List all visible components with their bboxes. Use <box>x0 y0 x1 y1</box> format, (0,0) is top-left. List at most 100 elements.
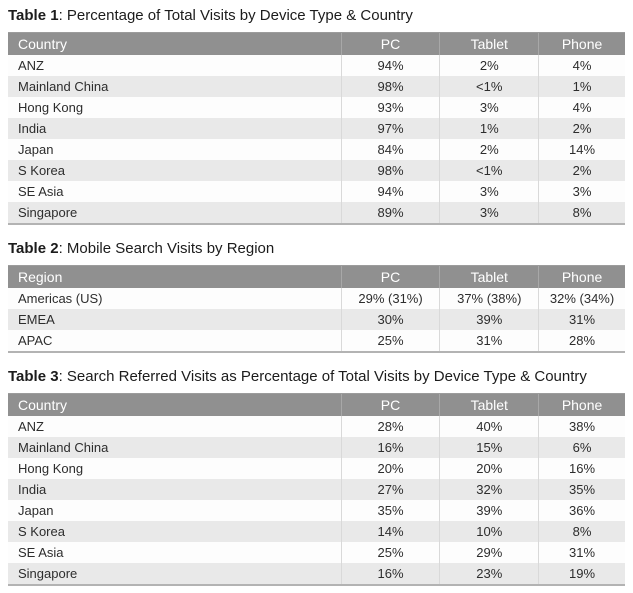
value-cell: 98% <box>340 160 440 181</box>
value-cell: 4% <box>538 97 625 118</box>
value-cell: 14% <box>538 139 625 160</box>
table-row: Hong Kong 93% 3% 4% <box>8 97 625 118</box>
row-label-cell: Mainland China <box>8 76 342 97</box>
table-1-title: Table 1: Percentage of Total Visits by D… <box>8 7 625 25</box>
value-cell: 28% <box>340 416 440 437</box>
table-row: ANZ 94% 2% 4% <box>8 55 625 76</box>
row-label-cell: Hong Kong <box>8 458 342 479</box>
value-cell: 1% <box>439 118 539 139</box>
value-cell: 94% <box>340 55 440 76</box>
value-cell: 31% <box>439 330 539 352</box>
column-header-pc: PC <box>340 393 440 416</box>
table-row: Japan 35% 39% 36% <box>8 500 625 521</box>
value-cell: 8% <box>538 202 625 224</box>
column-header-phone: Phone <box>538 265 625 288</box>
table-row: Japan 84% 2% 14% <box>8 139 625 160</box>
value-cell: 25% <box>340 330 440 352</box>
value-cell: 16% <box>538 458 625 479</box>
value-cell: 3% <box>439 202 539 224</box>
table-2-mobile-search-by-region: Region PC Tablet Phone Americas (US) 29% … <box>8 265 625 353</box>
column-header-region: Region <box>8 265 342 288</box>
row-label-cell: Japan <box>8 500 342 521</box>
table-row: SE Asia 94% 3% 3% <box>8 181 625 202</box>
value-cell: 31% <box>538 542 625 563</box>
table-row: Singapore 16% 23% 19% <box>8 563 625 585</box>
value-cell: 35% <box>340 500 440 521</box>
table-3-label: Table 3 <box>8 368 59 385</box>
table-header-row: Region PC Tablet Phone <box>8 265 625 288</box>
value-cell: 16% <box>340 563 440 585</box>
row-label-cell: Japan <box>8 139 342 160</box>
value-cell: 32% (34%) <box>538 288 625 309</box>
table-row: Americas (US) 29% (31%) 37% (38%) 32% (34%) <box>8 288 625 309</box>
table-row: APAC 25% 31% 28% <box>8 330 625 352</box>
table-3-title: Table 3: Search Referred Visits as Perce… <box>8 368 625 386</box>
row-label-cell: SE Asia <box>8 542 342 563</box>
value-cell: 29% <box>439 542 539 563</box>
column-header-tablet: Tablet <box>439 32 539 55</box>
value-cell: 98% <box>340 76 440 97</box>
value-cell: 6% <box>538 437 625 458</box>
value-cell: 31% <box>538 309 625 330</box>
row-label-cell: EMEA <box>8 309 342 330</box>
row-label-cell: APAC <box>8 330 342 352</box>
row-label-cell: S Korea <box>8 521 342 542</box>
table-header-row: Country PC Tablet Phone <box>8 393 625 416</box>
value-cell: 3% <box>538 181 625 202</box>
row-label-cell: ANZ <box>8 55 342 76</box>
value-cell: 39% <box>439 309 539 330</box>
row-label-cell: SE Asia <box>8 181 342 202</box>
row-label-cell: Singapore <box>8 202 342 224</box>
column-header-country: Country <box>8 393 342 416</box>
column-header-phone: Phone <box>538 393 625 416</box>
value-cell: 37% (38%) <box>439 288 539 309</box>
table-1-label: Table 1 <box>8 7 59 24</box>
value-cell: 2% <box>538 160 625 181</box>
table-row: Hong Kong 20% 20% 16% <box>8 458 625 479</box>
value-cell: 94% <box>340 181 440 202</box>
column-header-phone: Phone <box>538 32 625 55</box>
row-label-cell: Mainland China <box>8 437 342 458</box>
value-cell: 39% <box>439 500 539 521</box>
table-1-caption: : Percentage of Total Visits by Device T… <box>58 7 413 24</box>
table-row: Mainland China 16% 15% 6% <box>8 437 625 458</box>
value-cell: 16% <box>340 437 440 458</box>
row-label-cell: India <box>8 118 342 139</box>
table-1-visits-by-device: Country PC Tablet Phone ANZ 94% 2% 4% Mainla… <box>8 32 625 225</box>
value-cell: 4% <box>538 55 625 76</box>
value-cell: 3% <box>439 97 539 118</box>
value-cell: 25% <box>340 542 440 563</box>
value-cell: <1% <box>439 160 539 181</box>
value-cell: 36% <box>538 500 625 521</box>
table-2-title: Table 2: Mobile Search Visits by Region <box>8 240 625 258</box>
row-label-cell: India <box>8 479 342 500</box>
value-cell: 2% <box>538 118 625 139</box>
table-row: India 27% 32% 35% <box>8 479 625 500</box>
table-row: Mainland China 98% <1% 1% <box>8 76 625 97</box>
value-cell: 38% <box>538 416 625 437</box>
value-cell: 23% <box>439 563 539 585</box>
value-cell: 2% <box>439 139 539 160</box>
table-2-caption: : Mobile Search Visits by Region <box>58 240 275 257</box>
table-row: EMEA 30% 39% 31% <box>8 309 625 330</box>
value-cell: <1% <box>439 76 539 97</box>
value-cell: 32% <box>439 479 539 500</box>
value-cell: 1% <box>538 76 625 97</box>
table-row: Singapore 89% 3% 8% <box>8 202 625 224</box>
value-cell: 84% <box>340 139 440 160</box>
column-header-tablet: Tablet <box>439 393 539 416</box>
value-cell: 8% <box>538 521 625 542</box>
value-cell: 15% <box>439 437 539 458</box>
column-header-pc: PC <box>340 32 440 55</box>
value-cell: 27% <box>340 479 440 500</box>
row-label-cell: Americas (US) <box>8 288 342 309</box>
value-cell: 20% <box>439 458 539 479</box>
value-cell: 29% (31%) <box>340 288 440 309</box>
value-cell: 30% <box>340 309 440 330</box>
value-cell: 20% <box>340 458 440 479</box>
row-label-cell: Hong Kong <box>8 97 342 118</box>
value-cell: 35% <box>538 479 625 500</box>
value-cell: 97% <box>340 118 440 139</box>
table-3-search-referred-visits: Country PC Tablet Phone ANZ 28% 40% 38% Main… <box>8 393 625 586</box>
value-cell: 3% <box>439 181 539 202</box>
